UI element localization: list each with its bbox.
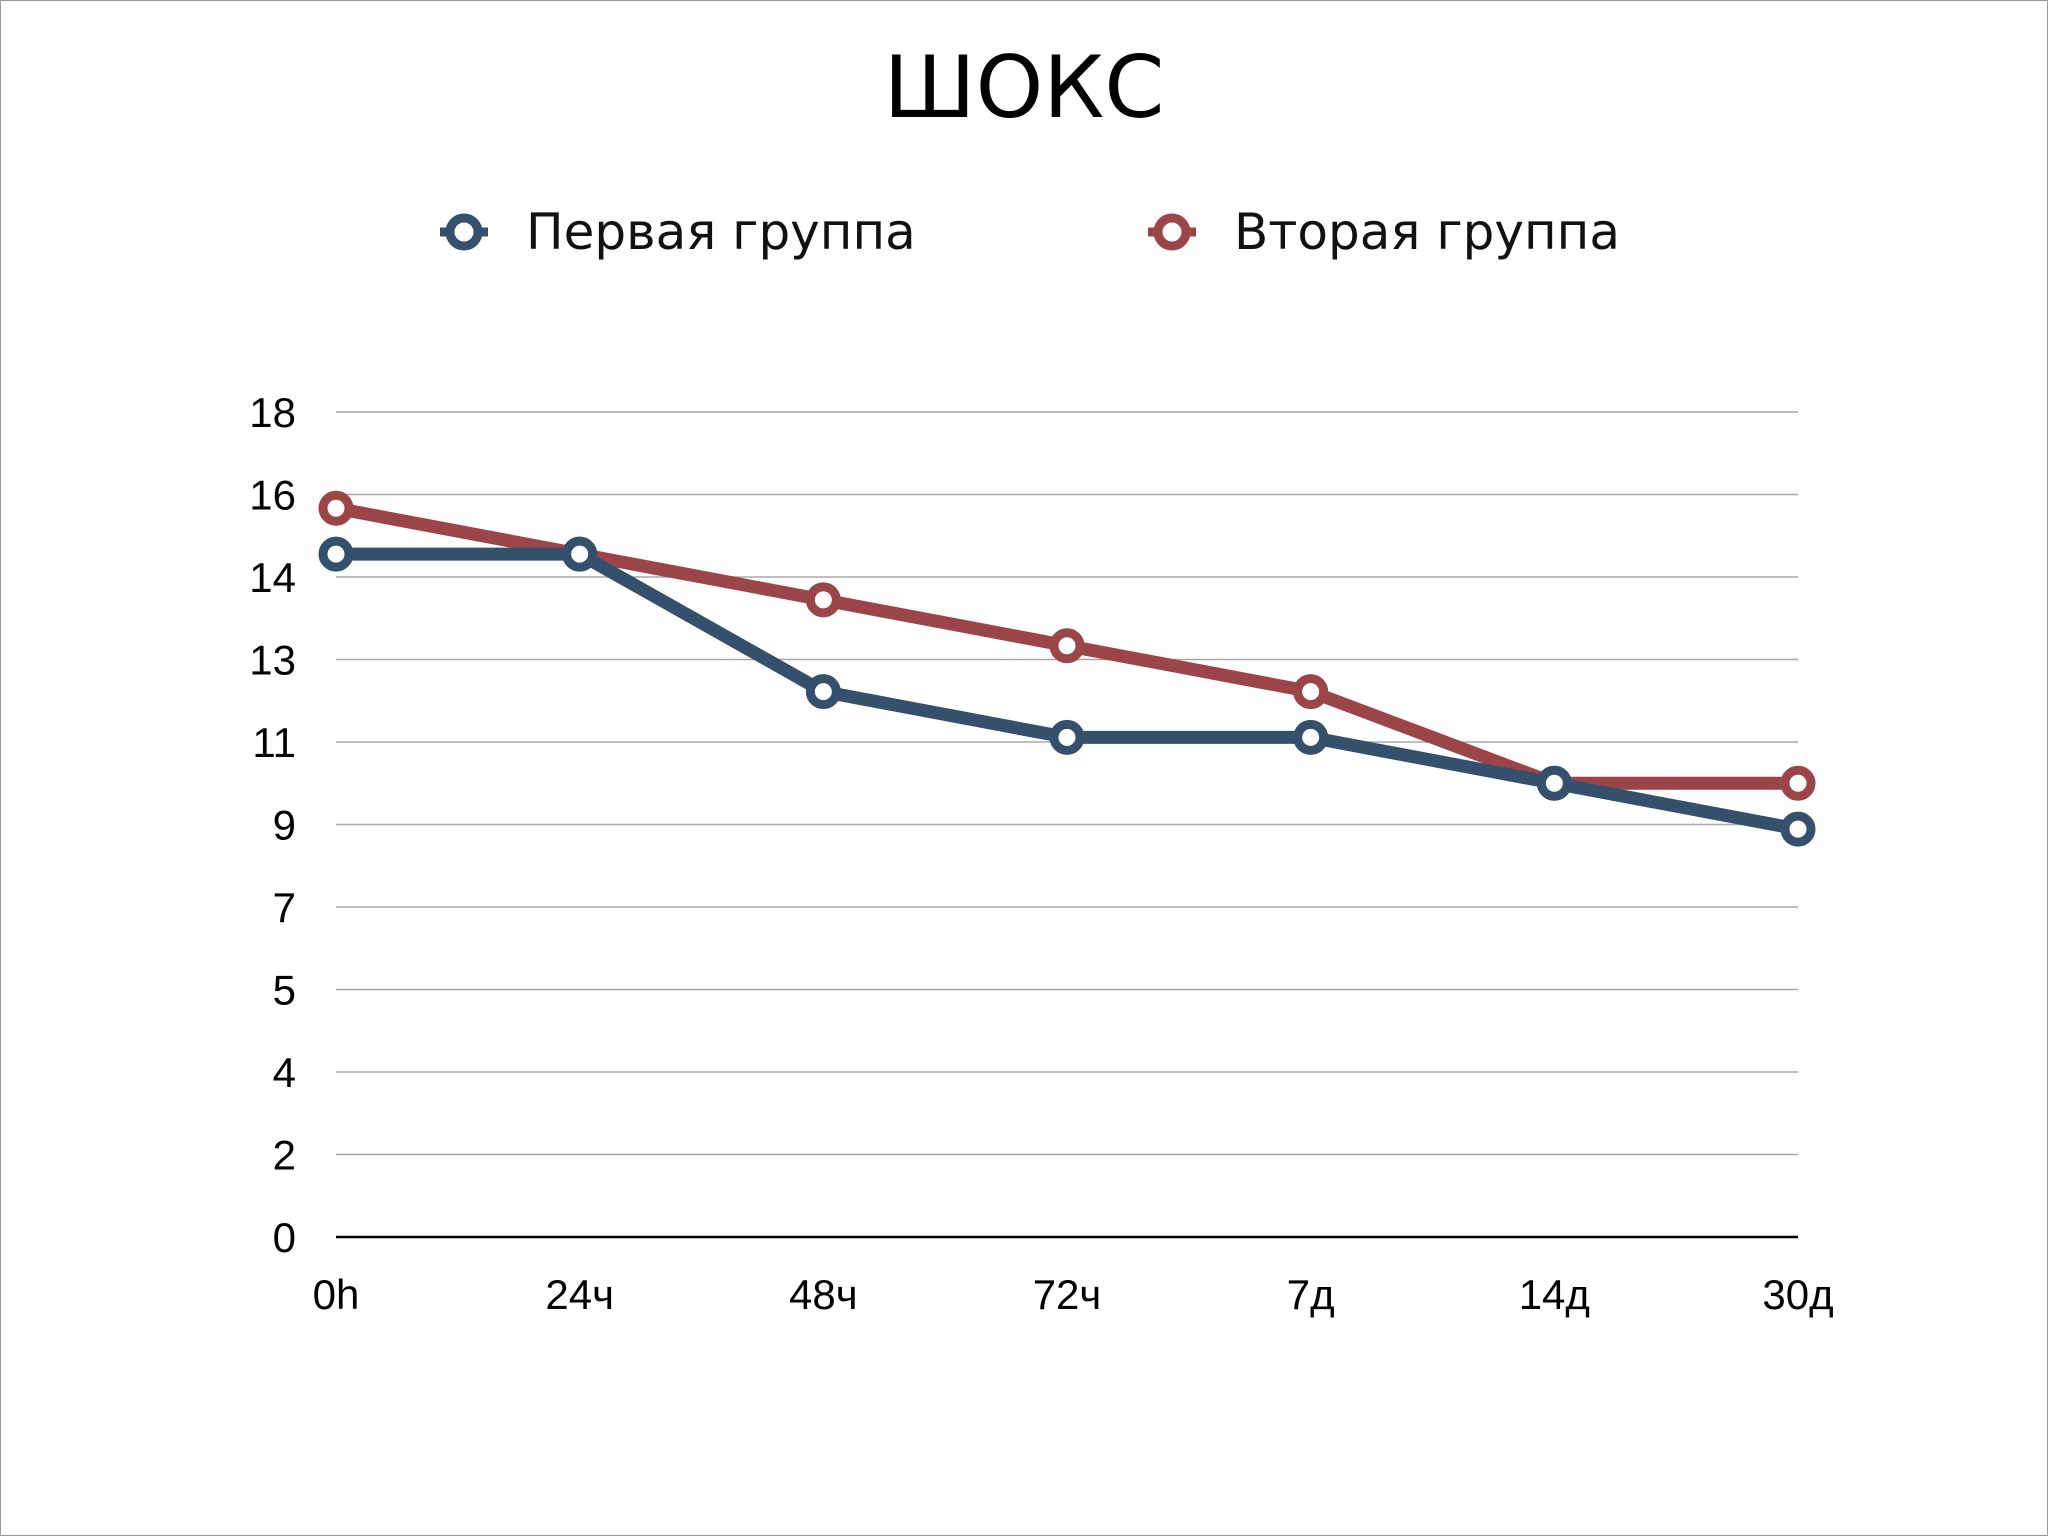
axes: 0 2 4 5 7 9 11 13 14 16 18 0h 24ч 48ч 72ч 7д 14д 30д bbox=[249, 389, 1833, 1318]
y-tick-label: 16 bbox=[249, 472, 296, 519]
data-point bbox=[1536, 765, 1572, 801]
x-tick-label: 24ч bbox=[545, 1271, 614, 1318]
y-tick-label: 4 bbox=[273, 1049, 296, 1096]
data-point bbox=[1780, 811, 1816, 847]
data-point bbox=[1293, 719, 1329, 755]
data-point bbox=[318, 536, 354, 572]
data-point bbox=[1293, 674, 1329, 710]
y-tick-label: 7 bbox=[273, 884, 296, 931]
x-tick-label: 48ч bbox=[789, 1271, 858, 1318]
y-tick-label: 9 bbox=[273, 802, 296, 849]
legend-marker bbox=[1153, 213, 1191, 251]
data-point bbox=[1049, 719, 1085, 755]
y-tick-label: 11 bbox=[252, 719, 296, 766]
y-tick-label: 18 bbox=[249, 389, 296, 436]
x-tick-label: 72ч bbox=[1033, 1271, 1102, 1318]
y-tick-label: 14 bbox=[249, 554, 296, 601]
data-point bbox=[805, 674, 841, 710]
legend-label-second-group: Вторая группа bbox=[1234, 203, 1620, 261]
chart-title: ШОКС bbox=[883, 38, 1165, 138]
y-tick-label: 0 bbox=[273, 1214, 296, 1261]
y-tick-label: 5 bbox=[273, 967, 296, 1014]
series-line bbox=[329, 547, 1805, 836]
legend-label-first-group: Первая группа bbox=[526, 203, 916, 261]
x-tick-label: 0h bbox=[313, 1271, 360, 1318]
x-tick-label: 7д bbox=[1287, 1271, 1335, 1318]
data-point bbox=[318, 490, 354, 526]
legend-markers bbox=[440, 213, 1196, 251]
gridlines bbox=[336, 411, 1798, 1156]
data-point bbox=[1049, 628, 1085, 664]
x-tick-label: 30д bbox=[1762, 1271, 1833, 1318]
data-point bbox=[805, 582, 841, 618]
y-tick-label: 13 bbox=[249, 637, 296, 684]
series bbox=[318, 490, 1816, 847]
data-point bbox=[1780, 765, 1816, 801]
legend-marker bbox=[445, 213, 483, 251]
y-tick-label: 2 bbox=[273, 1132, 296, 1179]
data-point bbox=[562, 536, 598, 572]
x-tick-label: 14д bbox=[1519, 1271, 1590, 1318]
